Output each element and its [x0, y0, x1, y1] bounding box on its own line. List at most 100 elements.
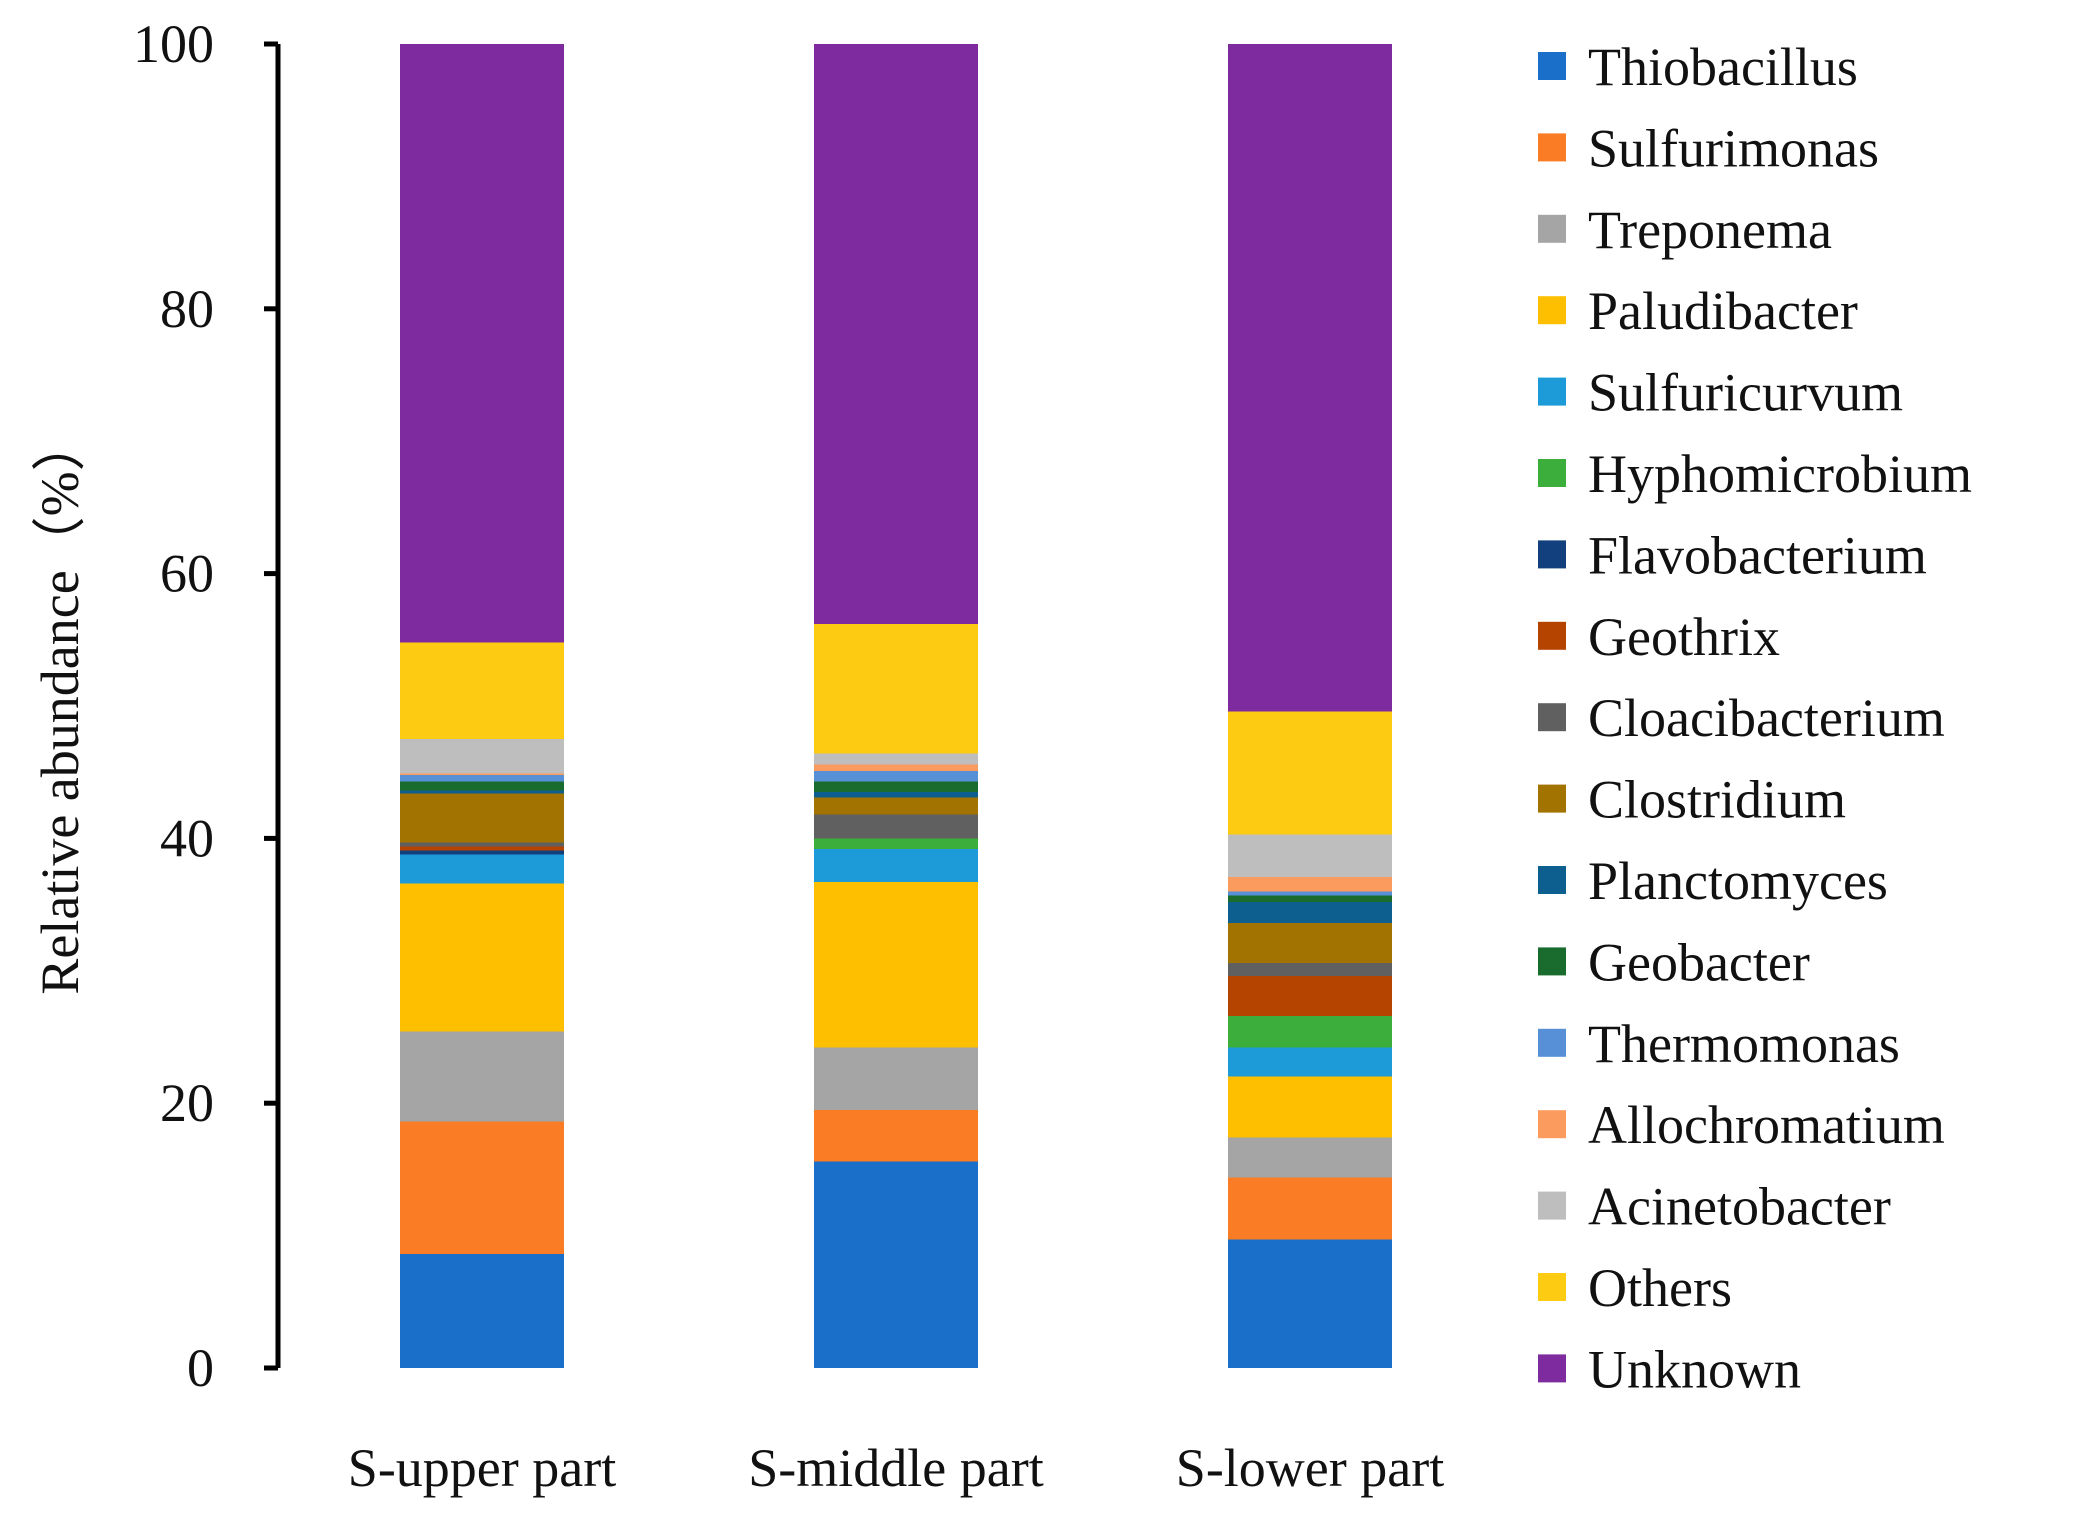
x-category-label: S-middle part — [748, 1438, 1043, 1498]
bar-segment-cloacibacterium — [814, 814, 978, 839]
bar-segment-paludibacter — [814, 882, 978, 1048]
y-axis-title: Relative abundance（%） — [30, 417, 90, 994]
bar-segment-treponema — [400, 1031, 564, 1122]
bar-segment-clostridium — [1228, 923, 1392, 963]
bar-segment-treponema — [1228, 1137, 1392, 1178]
bar-segment-sulfurimonas — [814, 1109, 978, 1162]
bar-segment-others — [1228, 711, 1392, 835]
bar-segment-acinetobacter — [1228, 834, 1392, 877]
bar-stack-3 — [1228, 44, 1392, 1368]
legend-item: Unknown — [1538, 1339, 1801, 1399]
legend-swatch — [1538, 1273, 1566, 1301]
bar-segment-sulfuricurvum — [400, 854, 564, 884]
bar-segment-geothrix — [400, 846, 564, 851]
bar-stack-1 — [400, 44, 564, 1368]
legend-swatch — [1538, 1354, 1566, 1383]
y-tick-label: 60 — [160, 544, 214, 604]
legend-swatch — [1538, 866, 1566, 894]
bar-segment-treponema — [814, 1047, 978, 1110]
bar-segment-paludibacter — [1228, 1076, 1392, 1138]
bar-segment-hyphomicrobium — [1228, 1015, 1392, 1048]
bar-segment-hyphomicrobium — [814, 838, 978, 849]
legend-item: Allochromatium — [1538, 1095, 1945, 1155]
bar-segment-unknown — [400, 44, 564, 643]
legend-swatch — [1538, 540, 1566, 569]
bar-segment-allochromatium — [814, 764, 978, 771]
legend-item: Thiobacillus — [1538, 37, 1858, 97]
legend: Thiobacillus Sulfurimonas Treponema Paludib… — [1538, 37, 1972, 1399]
legend-item: Flavobacterium — [1538, 525, 1927, 585]
bar-segment-sulfurimonas — [1228, 1177, 1392, 1240]
legend-label: Geobacter — [1588, 932, 1810, 992]
bar-segment-allochromatium — [400, 773, 564, 775]
bar-segment-planctomyces — [1228, 901, 1392, 924]
bar-segment-sulfuricurvum — [814, 848, 978, 883]
legend-item: Thermomonas — [1538, 1014, 1900, 1074]
bar-segment-unknown — [1228, 44, 1392, 712]
legend-item: Geobacter — [1538, 932, 1810, 992]
bar-segment-clostridium — [400, 793, 564, 843]
legend-swatch — [1538, 621, 1566, 650]
bar-segment-thiobacillus — [400, 1254, 564, 1368]
bar-segment-sulfurimonas — [400, 1121, 564, 1255]
bar-segment-unknown — [814, 44, 978, 624]
y-tick-label: 0 — [187, 1338, 214, 1398]
legend-label: Sulfurimonas — [1588, 118, 1879, 178]
bar-segment-flavobacterium — [400, 850, 564, 855]
bar-segment-planctomyces — [814, 792, 978, 798]
legend-swatch — [1538, 1110, 1566, 1139]
legend-label: Geothrix — [1588, 607, 1780, 667]
legend-swatch — [1538, 459, 1566, 487]
legend-label: Paludibacter — [1588, 281, 1858, 341]
legend-item: Others — [1538, 1258, 1732, 1318]
legend-swatch — [1538, 377, 1566, 406]
bar-segment-acinetobacter — [814, 753, 978, 765]
y-tick-label: 40 — [160, 808, 214, 868]
x-category-label: S-lower part — [1176, 1438, 1444, 1498]
bar-segment-geobacter — [814, 781, 978, 793]
bar-segment-geothrix — [1228, 976, 1392, 1016]
legend-item: Sulfuricurvum — [1538, 363, 1903, 423]
legend-item: Treponema — [1538, 200, 1832, 260]
bar-segment-planctomyces — [400, 790, 564, 794]
bar-segment-thermomonas — [814, 770, 978, 782]
legend-swatch — [1538, 1028, 1566, 1057]
y-ticks: 0 20 40 60 80 100 — [133, 14, 278, 1398]
bar-segment-cloacibacterium — [1228, 962, 1392, 977]
legend-label: Thiobacillus — [1588, 37, 1858, 97]
legend-label: Allochromatium — [1588, 1095, 1945, 1155]
bar-segment-sulfuricurvum — [1228, 1047, 1392, 1077]
legend-swatch — [1538, 1191, 1566, 1220]
legend-item: Planctomyces — [1538, 851, 1888, 911]
bar-segment-thiobacillus — [1228, 1239, 1392, 1368]
legend-label: Clostridium — [1588, 770, 1846, 830]
bar-segment-thiobacillus — [814, 1161, 978, 1368]
legend-swatch — [1538, 133, 1566, 162]
legend-label: Flavobacterium — [1588, 525, 1927, 585]
legend-label: Unknown — [1588, 1339, 1801, 1399]
y-tick-label: 20 — [160, 1073, 214, 1133]
legend-item: Acinetobacter — [1538, 1177, 1891, 1237]
legend-swatch — [1538, 703, 1566, 732]
legend-swatch — [1538, 947, 1566, 976]
bar-segment-cloacibacterium — [400, 842, 564, 847]
y-tick-label: 100 — [133, 14, 214, 74]
bar-segment-clostridium — [814, 797, 978, 815]
x-axis-labels: S-upper part S-middle part S-lower part — [348, 1438, 1444, 1498]
bar-segment-geobacter — [1228, 895, 1392, 902]
legend-swatch — [1538, 784, 1566, 813]
legend-label: Sulfuricurvum — [1588, 363, 1903, 423]
bar-segment-paludibacter — [400, 883, 564, 1032]
bar-segment-acinetobacter — [400, 739, 564, 774]
legend-label: Treponema — [1588, 200, 1832, 260]
bar-segment-allochromatium — [1228, 876, 1392, 892]
bar-segment-others — [814, 623, 978, 754]
bar-segment-thermomonas — [1228, 891, 1392, 896]
legend-item: Hyphomicrobium — [1538, 444, 1972, 504]
bar-stack-2 — [814, 44, 978, 1368]
bar-segment-thermomonas — [400, 774, 564, 782]
y-axis: 0 20 40 60 80 100 Relative abundance（%） — [30, 14, 281, 1398]
bars — [400, 44, 1392, 1368]
legend-item: Geothrix — [1538, 607, 1780, 667]
